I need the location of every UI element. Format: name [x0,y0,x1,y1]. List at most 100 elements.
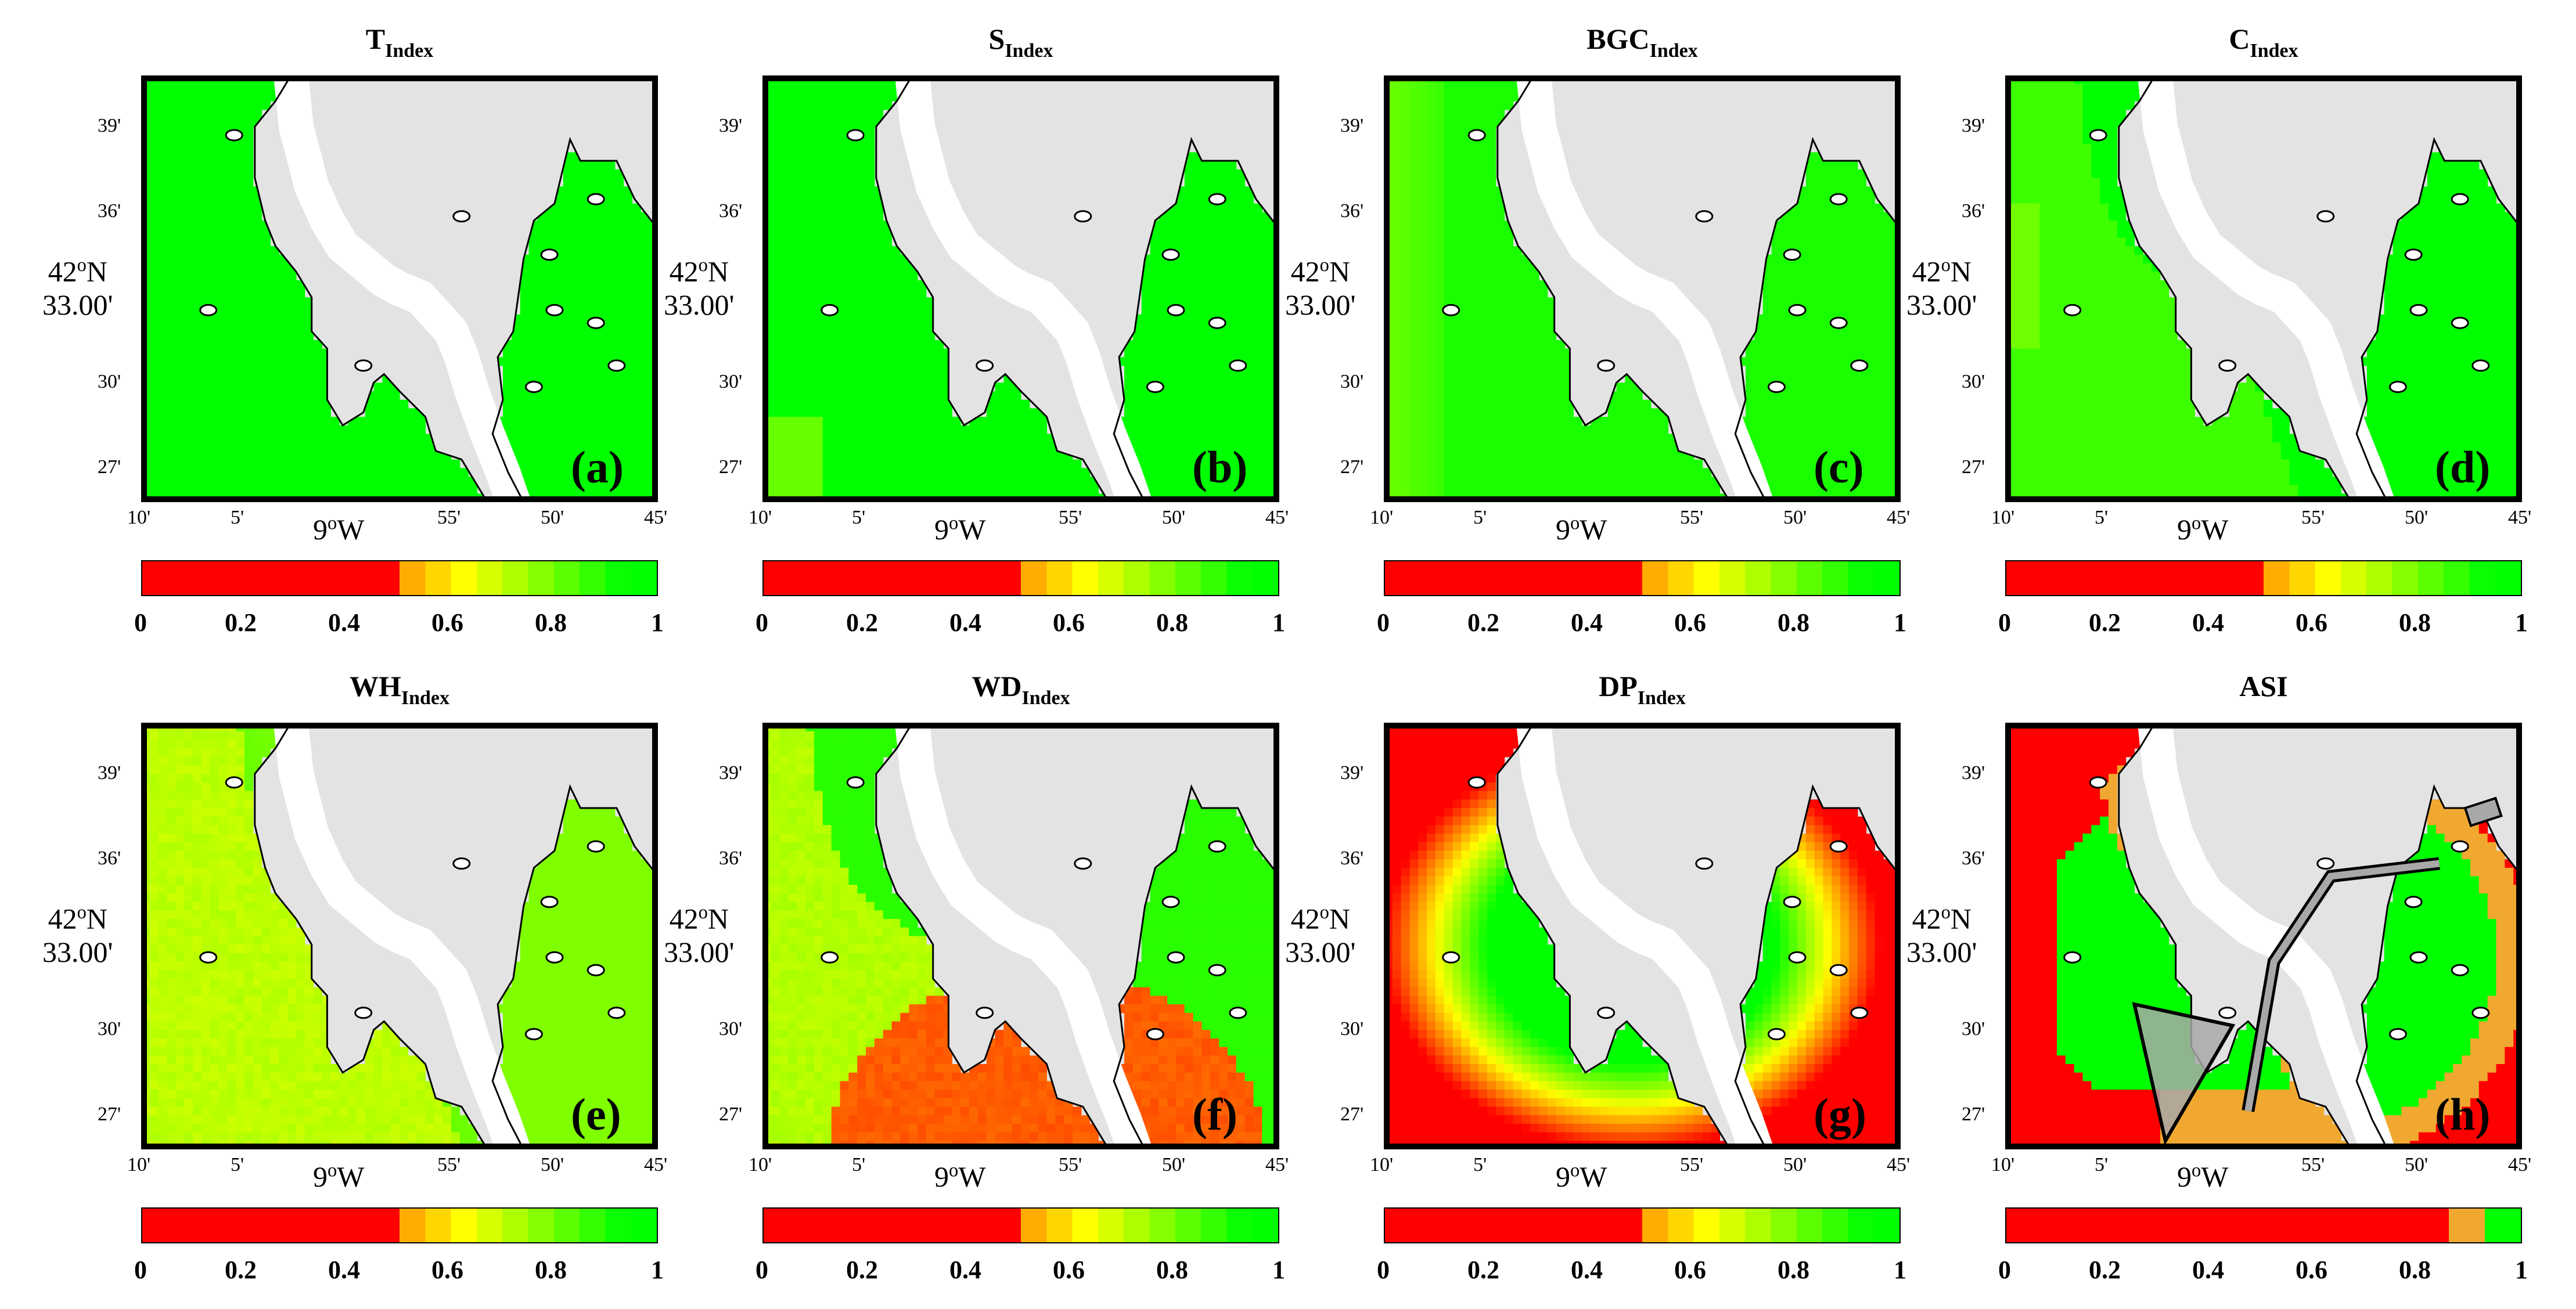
grid-cell [788,280,797,290]
grid-cell [840,289,849,298]
grid-cell [261,365,271,375]
grid-cell [1883,314,1893,323]
grid-cell [1184,323,1194,332]
grid-cell [1823,314,1832,323]
grid-cell [1556,357,1566,366]
grid-cell [1892,331,1901,341]
grid-cell [1384,186,1393,196]
grid-cell [555,323,564,332]
grid-cell [1556,425,1566,434]
grid-cell [1073,493,1082,502]
grid-cell [520,297,530,306]
grid-cell [1159,280,1168,290]
island [1208,193,1226,205]
grid-cell [779,101,789,110]
grid-cell [244,391,254,401]
grid-cell [598,297,607,306]
grid-cell [797,450,806,460]
grid-cell [1193,468,1203,477]
grid-cell [580,237,589,247]
grid-cell [571,476,581,486]
grid-cell [822,280,832,290]
grid-cell [528,417,538,426]
grid-cell [1470,272,1479,281]
grid-cell [1875,391,1884,401]
grid-cell [167,194,176,204]
grid-cell [1444,459,1454,468]
island [225,129,243,142]
grid-cell [1892,229,1901,238]
grid-cell [606,178,616,187]
grid-cell [158,493,168,502]
grid-cell [253,305,262,315]
grid-cell [1384,109,1393,119]
grid-cell [1046,493,1056,502]
grid-cell [866,485,875,494]
grid-cell [210,143,220,153]
grid-cell [373,459,383,468]
grid-cell [1452,408,1462,417]
grid-cell [1418,417,1427,426]
grid-cell [244,450,254,460]
grid-cell [149,272,159,281]
grid-cell [1461,263,1470,272]
grid-cell [580,383,589,392]
grid-cell [184,297,193,306]
grid-cell [1384,92,1393,102]
grid-cell [382,391,391,401]
grid-cell [1780,340,1789,349]
grid-cell [1478,84,1488,93]
grid-cell [995,468,1004,477]
grid-cell [244,161,254,170]
grid-cell [175,408,185,417]
grid-cell [1746,365,1755,375]
grid-cell [1409,348,1419,358]
grid-cell [236,331,245,341]
grid-cell [1461,442,1470,452]
grid-cell [822,323,832,332]
grid-cell [1409,399,1419,409]
grid-cell [158,92,168,102]
grid-cell [1513,434,1522,443]
grid-cell [614,434,624,443]
grid-cell [788,220,797,230]
grid-cell [874,92,884,102]
grid-cell [814,246,823,255]
grid-cell [201,289,211,298]
grid-cell [822,450,832,460]
grid-cell [900,263,909,272]
grid-cell [986,493,996,502]
grid-cell [1384,246,1393,255]
grid-cell [857,194,866,204]
grid-cell [1789,450,1798,460]
grid-cell [1418,434,1427,443]
grid-cell [1452,161,1462,170]
grid-cell [1797,383,1807,392]
grid-cell [1262,305,1271,315]
grid-cell [934,434,944,443]
grid-cell [141,408,150,417]
grid-cell [580,365,589,375]
grid-cell [1418,305,1427,315]
grid-cell [1271,485,1279,494]
grid-cell [1814,399,1824,409]
grid-cell [1650,450,1660,460]
grid-cell [1444,220,1454,230]
grid-cell [632,305,641,315]
grid-cell [279,425,288,434]
grid-cell [1193,357,1203,366]
grid-cell [900,425,909,434]
grid-cell [261,254,271,264]
grid-cell [1228,314,1237,323]
grid-cell [218,203,228,212]
grid-cell [1219,220,1228,230]
grid-cell [857,84,866,93]
grid-cell [1029,434,1039,443]
grid-cell [313,476,323,486]
grid-cell [218,450,228,460]
grid-cell [1797,340,1807,349]
grid-cell [571,237,581,247]
lon-deg: 9 [313,513,328,546]
grid-cell [563,289,573,298]
grid-cell [1642,417,1652,426]
